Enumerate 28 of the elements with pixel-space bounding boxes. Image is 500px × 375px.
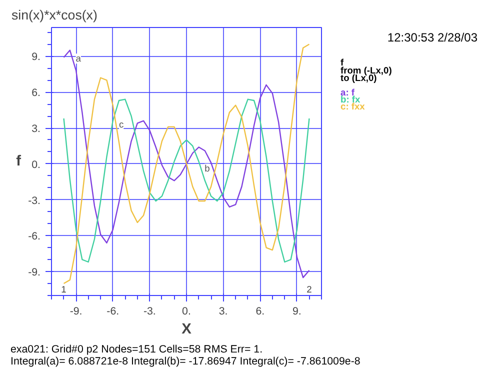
y-tick-label: 3. xyxy=(32,123,41,135)
y-tick-label: -9. xyxy=(28,266,40,279)
x-tick-label: -3. xyxy=(143,306,156,318)
y-tick-label: -3. xyxy=(28,194,40,207)
x-tick-label: 9. xyxy=(292,306,302,318)
x-tick-label: 6. xyxy=(256,306,265,318)
annotation: b xyxy=(204,164,210,174)
annotation: c xyxy=(118,119,124,130)
y-tick-label: 0. xyxy=(32,158,41,171)
legend-title: f from (-Lx,0) to (Lx,0) xyxy=(340,57,392,84)
x-tick-label: -6. xyxy=(106,306,120,318)
text: 12:30:53 2/28/03 xyxy=(387,30,478,45)
y-tick-label: 9. xyxy=(32,51,41,64)
x-axis-title: X xyxy=(182,322,192,338)
y-axis-title: f xyxy=(16,154,22,170)
chart-title: sin(x)*x*cos(x) xyxy=(12,8,98,22)
annotation: 1 xyxy=(61,284,66,294)
x-tick-label: 3. xyxy=(218,306,228,318)
x-tick-label: 0. xyxy=(182,306,191,318)
y-tick-label: 6. xyxy=(32,87,41,100)
annotation: a xyxy=(76,54,82,64)
annotation: 2 xyxy=(306,284,312,294)
text: Integral(a)= 6.088721e-8 Integral(b)= -17.86947 Integral(c)= -7.861009e-8 xyxy=(10,356,360,368)
text: c: fxx xyxy=(340,102,366,112)
y-tick-label: -6. xyxy=(28,230,40,243)
line-series xyxy=(63,98,310,263)
x-tick-label: -9. xyxy=(70,306,82,318)
text: exa021: Grid#0 p2 Nodes=151 Cells=58 RMS Err= 1. xyxy=(10,344,263,356)
